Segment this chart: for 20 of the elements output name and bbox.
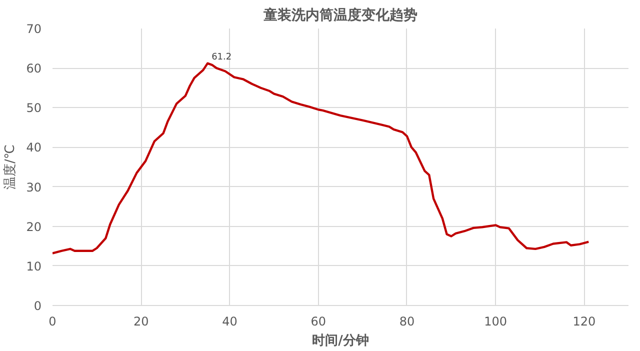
- x-tick-label: 40: [222, 314, 238, 328]
- x-tick-label: 0: [48, 314, 56, 328]
- y-tick-label: 30: [26, 180, 42, 194]
- y-tick-label: 10: [26, 259, 42, 274]
- y-tick-label: 70: [26, 22, 42, 36]
- x-axis-title: 时间/分钟: [312, 334, 369, 348]
- y-tick-label: 60: [26, 62, 42, 76]
- y-tick-label: 0: [34, 299, 42, 313]
- y-tick-label: 50: [26, 101, 42, 116]
- x-tick-label: 80: [399, 314, 415, 328]
- x-tick-label: 100: [484, 314, 508, 328]
- x-tick-label: 20: [133, 314, 149, 328]
- y-tick-label: 20: [26, 220, 42, 234]
- line-series: [52, 62, 590, 254]
- y-axis-title: 温度/℃: [2, 144, 18, 190]
- x-tick-label: 60: [310, 314, 326, 328]
- x-tick-label: 120: [572, 314, 596, 328]
- annotation: 61.2: [212, 52, 232, 62]
- chart-title: 童装洗内筒温度变化趋势: [262, 6, 418, 24]
- y-tick-label: 40: [26, 140, 42, 155]
